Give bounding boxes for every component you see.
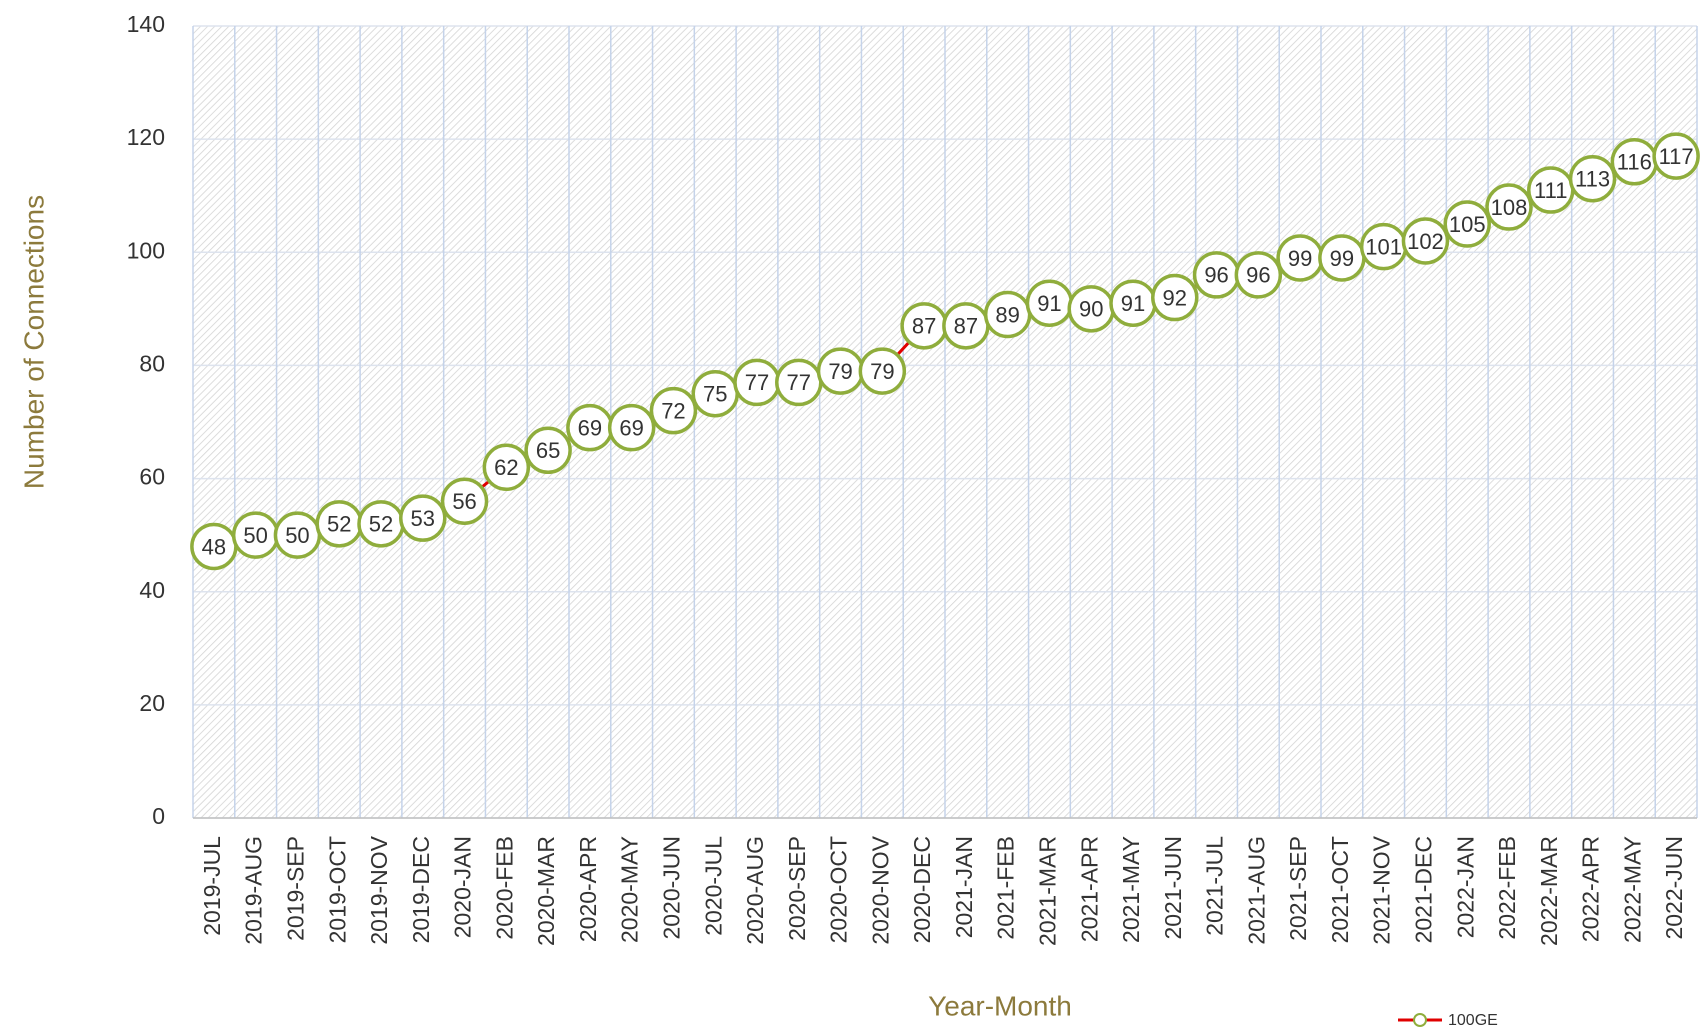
data-label: 113 <box>1575 167 1610 192</box>
y-tick-label: 40 <box>139 577 165 603</box>
x-tick-label: 2021-JAN <box>951 836 977 938</box>
y-tick-label: 60 <box>139 464 165 490</box>
x-tick-label: 2020-NOV <box>867 835 893 944</box>
y-tick-label: 140 <box>127 11 165 37</box>
data-label: 99 <box>1288 246 1312 271</box>
x-tick-label: 2021-AUG <box>1243 836 1269 945</box>
x-tick-label: 2020-JAN <box>450 836 476 938</box>
marker <box>1401 217 1450 265</box>
data-label: 111 <box>1534 178 1567 203</box>
x-tick-label: 2021-JUN <box>1160 836 1186 940</box>
data-label: 89 <box>995 302 1019 327</box>
x-tick-label: 2021-MAY <box>1118 836 1144 943</box>
x-tick-label: 2022-JAN <box>1452 836 1478 938</box>
x-tick-label: 2020-SEP <box>784 836 810 941</box>
x-tick-label: 2019-OCT <box>324 836 350 943</box>
marker <box>1652 132 1700 180</box>
x-tick-label: 2022-APR <box>1578 836 1604 942</box>
x-tick-label: 2020-AUG <box>742 836 768 945</box>
data-label: 96 <box>1204 263 1228 288</box>
x-tick-label: 2021-OCT <box>1327 836 1353 943</box>
data-label: 53 <box>411 506 435 531</box>
x-tick-label: 2021-MAR <box>1035 836 1061 946</box>
data-label: 65 <box>536 438 560 463</box>
x-tick-label: 2021-NOV <box>1369 835 1395 944</box>
data-label: 87 <box>912 314 936 339</box>
marker <box>649 386 698 435</box>
data-label: 108 <box>1491 195 1528 220</box>
data-label: 69 <box>619 415 643 440</box>
x-tick-label: 2020-OCT <box>826 836 852 943</box>
x-tick-label: 2022-JUN <box>1661 836 1687 940</box>
data-label: 50 <box>243 523 267 548</box>
data-label: 69 <box>578 415 602 440</box>
data-label: 77 <box>745 370 769 395</box>
y-axis-title: Number of Connections <box>18 195 49 489</box>
x-tick-label: 2019-JUL <box>199 836 225 936</box>
data-label: 117 <box>1659 144 1694 169</box>
data-label: 56 <box>452 489 476 514</box>
marker <box>1151 273 1199 322</box>
x-tick-label: 2020-JUN <box>659 836 685 940</box>
x-tick-label: 2022-MAR <box>1536 836 1562 946</box>
y-tick-label: 100 <box>127 237 165 263</box>
data-label: 116 <box>1617 150 1652 175</box>
x-tick-label: 2020-MAY <box>617 836 643 943</box>
x-tick-label: 2019-AUG <box>241 836 267 945</box>
y-tick-label: 80 <box>139 351 165 377</box>
data-label: 77 <box>787 370 811 395</box>
data-label: 52 <box>327 512 351 537</box>
data-label: 91 <box>1037 291 1061 316</box>
marker <box>1568 154 1617 203</box>
x-tick-label: 2021-JUL <box>1202 836 1228 936</box>
x-tick-label: 2020-APR <box>575 836 601 942</box>
x-tick-label: 2022-MAY <box>1619 836 1645 943</box>
x-tick-label: 2022-FEB <box>1494 836 1520 940</box>
x-tick-label: 2020-JUL <box>700 836 726 936</box>
data-label: 91 <box>1121 291 1145 316</box>
data-label: 99 <box>1330 246 1354 271</box>
marker <box>1234 251 1283 299</box>
marker <box>399 494 447 542</box>
marker <box>524 426 572 475</box>
data-label: 92 <box>1163 285 1187 310</box>
x-tick-label: 2021-SEP <box>1285 836 1311 941</box>
x-tick-label: 2021-APR <box>1076 836 1102 942</box>
data-label: 75 <box>703 382 727 407</box>
marker <box>482 443 531 492</box>
y-tick-label: 120 <box>127 124 165 150</box>
x-tick-label: 2021-DEC <box>1411 836 1437 943</box>
data-label: 90 <box>1079 297 1103 322</box>
data-label: 96 <box>1246 263 1270 288</box>
x-tick-label: 2019-DEC <box>408 836 434 943</box>
data-label: 102 <box>1407 229 1444 254</box>
legend-marker <box>1413 1013 1427 1027</box>
x-tick-label: 2020-MAR <box>533 836 559 946</box>
data-label: 101 <box>1365 234 1402 259</box>
marker <box>858 347 907 395</box>
marker <box>1443 200 1491 248</box>
x-tick-label: 2021-FEB <box>993 836 1019 940</box>
x-tick-label: 2019-NOV <box>366 835 392 944</box>
data-label: 79 <box>828 359 852 384</box>
data-label: 50 <box>285 523 309 548</box>
y-tick-label: 20 <box>139 690 165 716</box>
data-label: 87 <box>954 314 978 339</box>
data-label: 52 <box>369 512 393 537</box>
marker <box>607 403 656 452</box>
marker <box>440 477 489 525</box>
marker <box>1485 183 1533 231</box>
data-label: 79 <box>870 359 894 384</box>
x-tick-label: 2020-DEC <box>909 836 935 943</box>
legend-label: 100GE <box>1448 1012 1498 1029</box>
data-label: 48 <box>202 534 226 559</box>
data-label: 105 <box>1449 212 1486 237</box>
y-tick-label: 0 <box>152 803 165 829</box>
data-label: 62 <box>494 455 518 480</box>
x-axis-title: Year-Month <box>928 990 1072 1021</box>
x-tick-label: 2019-SEP <box>283 836 309 941</box>
x-tick-label: 2020-FEB <box>491 836 517 940</box>
data-label: 72 <box>661 398 685 423</box>
